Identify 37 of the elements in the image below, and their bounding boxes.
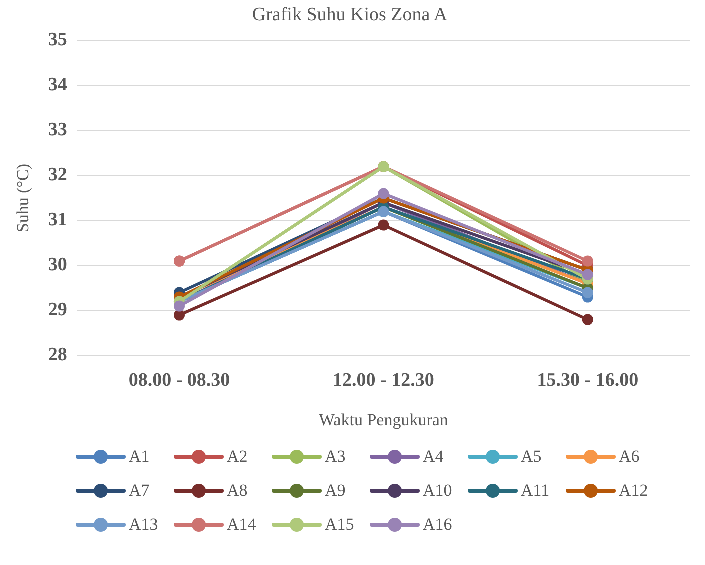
y-tick-label: 28 bbox=[48, 344, 68, 366]
point bbox=[174, 300, 185, 312]
y-tick-label: 31 bbox=[48, 210, 68, 231]
y-tick-label: 34 bbox=[48, 74, 68, 96]
y-tick-label: 29 bbox=[48, 300, 68, 321]
point bbox=[582, 287, 594, 298]
legend-label: A13 bbox=[129, 515, 158, 535]
y-tick-label: 33 bbox=[48, 120, 68, 141]
legend-label: A1 bbox=[129, 447, 150, 467]
y-tick-label: 35 bbox=[48, 30, 68, 51]
legend-label: A8 bbox=[227, 481, 248, 501]
legend-label: A10 bbox=[423, 481, 452, 501]
legend-label: A3 bbox=[325, 447, 346, 467]
legend-label: A11 bbox=[521, 481, 550, 501]
legend-label: A2 bbox=[227, 447, 248, 467]
legend-label: A16 bbox=[423, 515, 452, 535]
y-tick-label: 32 bbox=[48, 164, 68, 186]
legend-label: A6 bbox=[619, 447, 640, 467]
legend-label: A12 bbox=[619, 481, 648, 501]
point bbox=[378, 220, 390, 231]
x-axis-title: Waktu Pengukuran bbox=[318, 410, 449, 430]
legend-label: A5 bbox=[521, 447, 542, 467]
y-tick-label: 30 bbox=[48, 254, 68, 276]
point bbox=[582, 314, 594, 326]
legend-label: A15 bbox=[325, 515, 354, 535]
chart-title: Grafik Suhu Kios Zona A bbox=[252, 4, 448, 26]
y-axis-title: Suhu (°C) bbox=[14, 164, 33, 233]
legend-label: A7 bbox=[129, 481, 150, 501]
point bbox=[378, 188, 390, 200]
x-tick-label: 12.00 - 12.30 bbox=[333, 370, 434, 392]
point bbox=[174, 310, 185, 321]
x-tick-label: 08.00 - 08.30 bbox=[128, 370, 230, 392]
legend-label: A14 bbox=[227, 515, 256, 535]
point bbox=[582, 256, 594, 267]
legend-label: A9 bbox=[325, 481, 346, 501]
legend-label: A4 bbox=[423, 447, 444, 467]
x-tick-label: 15.30 - 16.00 bbox=[537, 370, 639, 392]
